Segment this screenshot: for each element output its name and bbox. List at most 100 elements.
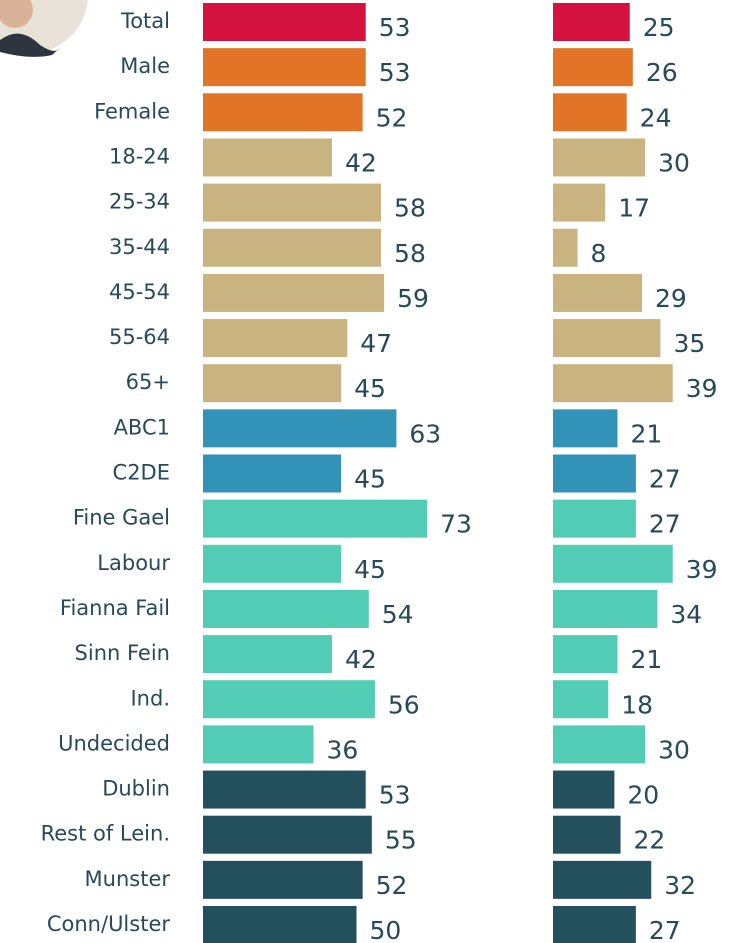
value-label: 25 [643, 13, 675, 42]
category-label: Dublin [102, 777, 170, 801]
category-label: Fianna Fail [60, 596, 170, 620]
category-label: ABC1 [114, 415, 170, 439]
value-label: 27 [649, 465, 681, 494]
bar [203, 229, 381, 267]
bar [553, 725, 645, 763]
value-label: 27 [649, 510, 681, 539]
value-label: 52 [376, 871, 408, 900]
value-label: 34 [670, 600, 702, 629]
bar [553, 48, 633, 86]
value-label: 45 [354, 465, 386, 494]
category-label: Rest of Lein. [41, 822, 170, 846]
category-label: Labour [97, 551, 170, 575]
category-label: Fine Gael [73, 506, 170, 530]
value-label: 53 [379, 13, 411, 42]
bar [553, 635, 617, 673]
bar [203, 725, 314, 763]
value-label: 26 [646, 58, 678, 87]
bar [553, 274, 642, 312]
bar [203, 861, 363, 899]
bar [553, 590, 657, 628]
bar [553, 184, 605, 222]
value-label: 22 [634, 826, 666, 855]
bar [553, 816, 621, 854]
value-label: 20 [627, 781, 659, 810]
bar [203, 274, 384, 312]
value-label: 53 [379, 781, 411, 810]
bar [553, 138, 645, 176]
category-label: Total [120, 9, 170, 33]
value-label: 54 [382, 600, 414, 629]
value-label: 21 [630, 645, 662, 674]
bar [203, 590, 369, 628]
category-label: Ind. [130, 686, 170, 710]
bar [553, 500, 636, 538]
value-label: 21 [630, 419, 662, 448]
bar [553, 93, 627, 131]
bar [553, 319, 660, 357]
bar [553, 906, 636, 943]
value-label: 58 [394, 194, 426, 223]
category-label: Conn/Ulster [47, 912, 171, 936]
bar [203, 409, 396, 447]
category-label: 18-24 [109, 144, 170, 168]
chart: Total 53 Male 53 Female 52 18-24 42 25-34 58 35-44… [0, 0, 731, 943]
bar [203, 906, 357, 943]
value-label: 45 [354, 555, 386, 584]
value-label: 39 [686, 555, 718, 584]
value-label: 18 [621, 690, 653, 719]
value-label: 47 [360, 329, 392, 358]
bar [553, 455, 636, 493]
bar [203, 184, 381, 222]
value-label: 42 [345, 148, 377, 177]
bar [553, 364, 673, 402]
bar [203, 455, 341, 493]
value-label: 56 [388, 690, 420, 719]
bar [553, 409, 617, 447]
bar [203, 545, 341, 583]
value-label: 55 [385, 826, 417, 855]
bar [203, 364, 341, 402]
bar [203, 319, 347, 357]
category-label: 25-34 [109, 190, 170, 214]
category-label: Male [120, 54, 170, 78]
value-label: 53 [379, 58, 411, 87]
value-label: 24 [640, 103, 672, 132]
category-label: Munster [85, 867, 171, 891]
value-label: 27 [649, 916, 681, 943]
bar [203, 48, 366, 86]
bar [553, 545, 673, 583]
value-label: 39 [686, 374, 718, 403]
category-label: 35-44 [109, 235, 170, 259]
category-label: 65+ [126, 370, 170, 394]
bar [553, 229, 578, 267]
bar [203, 500, 427, 538]
bar [553, 680, 608, 718]
value-label: 30 [658, 148, 690, 177]
category-label: C2DE [113, 461, 170, 485]
value-label: 73 [440, 510, 472, 539]
value-label: 52 [376, 103, 408, 132]
category-label: Female [94, 99, 170, 123]
photo [0, 0, 88, 57]
value-label: 32 [664, 871, 696, 900]
value-label: 63 [409, 419, 441, 448]
bar [203, 771, 366, 809]
bar [203, 3, 366, 41]
value-label: 45 [354, 374, 386, 403]
bar [553, 3, 630, 41]
value-label: 42 [345, 645, 377, 674]
value-label: 50 [370, 916, 402, 943]
bar [553, 861, 651, 899]
category-label: 55-64 [109, 325, 170, 349]
value-label: 36 [327, 735, 359, 764]
bar [553, 771, 614, 809]
value-label: 59 [397, 284, 429, 313]
bar [203, 635, 332, 673]
bar [203, 93, 363, 131]
value-label: 8 [591, 239, 607, 268]
value-label: 35 [673, 329, 705, 358]
value-label: 58 [394, 239, 426, 268]
bar [203, 816, 372, 854]
category-label: 45-54 [109, 280, 170, 304]
